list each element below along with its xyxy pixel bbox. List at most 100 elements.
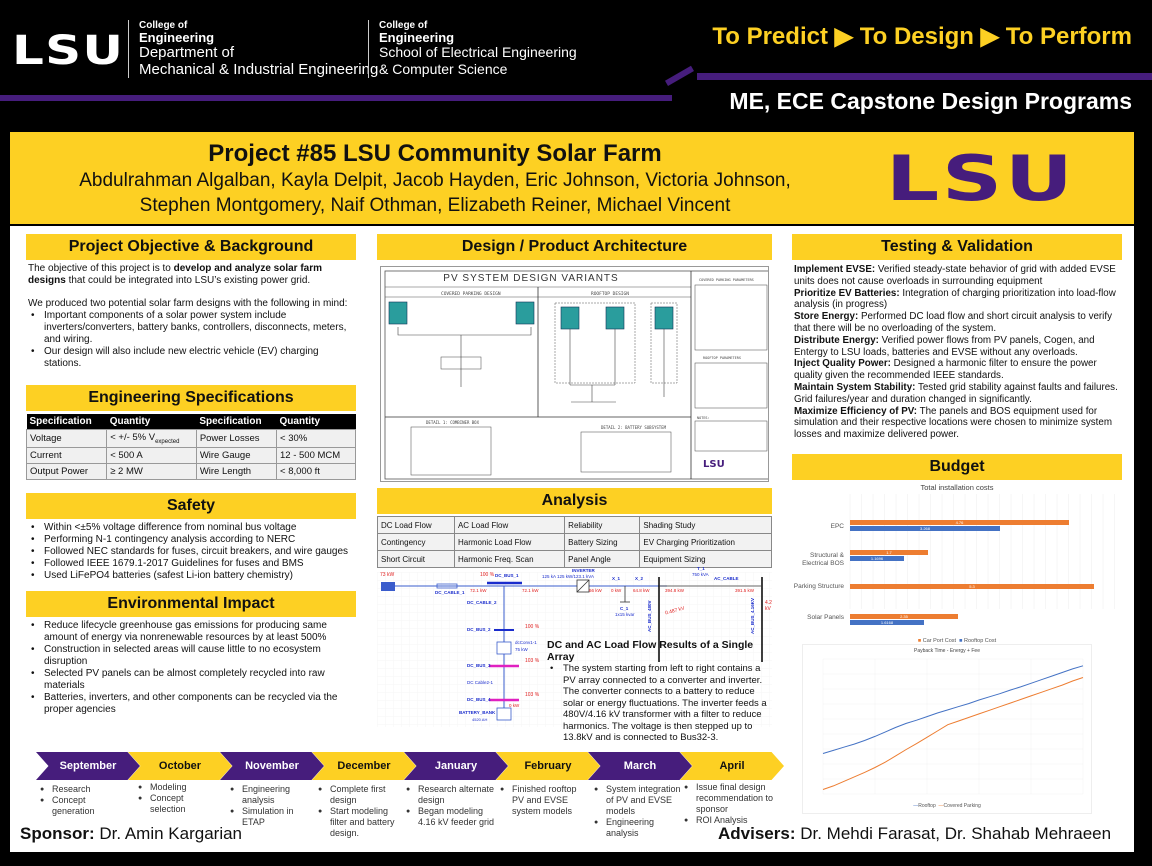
pv-kw-label: 73 kW [380,572,395,578]
load-flow-bullets: The system starting from left to right c… [547,663,772,744]
specs-table: Specification Quantity Specification Qua… [25,414,356,480]
ac-cable-label: AC_CABLE [714,576,739,581]
budget-heading: Budget [792,453,1122,480]
poster-header: LSU College of Engineering Department of… [0,0,1152,128]
safety-bullets: Within <±5% voltage difference from nomi… [26,519,356,585]
project-timeline: September October November December Janu… [36,752,784,782]
dcconv-kw: 75 kW [515,647,528,652]
note-item: Began modeling 4.16 kV feeder grid [406,806,496,828]
item-title: Distribute Energy: [794,334,879,346]
table-row: Current < 500 A Wire Gauge 12 - 500 MCM [25,446,356,464]
svg-text:ROOFTOP PARAMETERS: ROOFTOP PARAMETERS [703,356,741,360]
note-item: Complete first design [318,784,398,806]
table-row: Short Circuit Harmonic Freq. Scan Panel … [377,550,772,568]
programs-title: ME, ECE Capstone Design Programs [729,88,1132,114]
ac-bus-416-label: AC_BUS_4.16KV [750,597,755,634]
flow-label: 0 kW [611,588,622,593]
legend-label: Car Port Cost [922,637,957,644]
diagram-title: PV SYSTEM DESIGN VARIANTS [443,273,619,284]
environment-bullets: Reduce lifecycle greenhouse gas emission… [26,617,356,719]
timeline-step-february: February [496,752,600,780]
timeline-notes-december: Complete first design Start modeling fil… [318,784,398,839]
purple-divider [697,73,1152,80]
table-cell: Voltage [25,429,108,448]
item-text: Performed DC load flow and short circuit… [794,311,1112,334]
payback-chart: Payback Time - Energy + Fee —Rooftop —Co… [802,643,1092,814]
advisers-label: Advisers: [718,824,796,843]
chart-title: Payback Time - Energy + Fee [913,647,980,654]
table-cell: AC Load Flow [453,516,566,534]
note-item: Concept selection [138,793,218,815]
note-item: Engineering analysis [594,817,684,839]
dc-bus-4-label: DC_BUS_4 [467,697,491,702]
subscript: expected [155,438,180,445]
bullet-item: Performing N-1 contingency analysis acco… [28,534,354,546]
engineering-label: Engineering [379,30,455,45]
lsu-logo-purple: LSU [886,142,1076,215]
pv-schematic-drawing: COVERED PARKING DESIGN ROOFTOP DESIGN [384,270,768,480]
dcconv-label: dcConv1-1 [515,640,537,645]
table-cell: EV Charging Prioritization [639,533,772,551]
text: The objective of this project is to [28,263,174,274]
bar-rooftop-epc: 3.268 [850,525,1000,531]
legend-label: Rooftop [918,802,936,809]
flow-label: 394.8 kW [665,588,685,593]
bullet-item: Selected PV panels can be almost complet… [28,668,354,692]
bullet-item: Construction in selected areas will caus… [28,644,354,668]
note-item: ROI Analysis [684,815,774,826]
bar-carport-bos: 1.7 [850,549,928,555]
note-item: Start modeling filter and battery design… [318,806,398,839]
analysis-table: DC Load Flow AC Load Flow Reliability Sh… [377,516,772,568]
table-row: Voltage < +/- 5% Vexpected Power Losses … [25,429,356,448]
title-band: Project #85 LSU Community Solar Farm Abd… [10,132,1134,224]
budget-legend: ■ Car Port Cost ■ Rooftop Cost [917,637,997,644]
dept-line1: School of Electrical Engineering [379,44,577,60]
objective-bullets: Important components of a solar power sy… [26,310,356,373]
t1-label: T_1 [697,566,705,571]
engineering-label: Engineering [139,30,215,45]
load-flow-diagram: 73 kW DC_CABLE_1 100 % DC_BUS_1 72.1 kW … [377,566,772,743]
flow-label: 0 kW [509,703,520,708]
analysis-heading: Analysis [377,488,772,514]
category-label: EPC [830,522,844,530]
table-cell: Power Losses [195,429,278,448]
text-bold: develop and analyze solar farm designs [28,263,323,286]
timeline-step-april: April [680,752,784,780]
ac-bus-480-label: AC_BUS_480V [647,600,652,632]
legend-label: Rooftop Cost [964,637,997,644]
note-item: Concept generation [40,795,120,817]
timeline-step-march: March [588,752,692,780]
table-cell: Reliability [564,516,641,534]
category-label: Parking Structure [793,582,844,590]
timeline-step-september: September [36,752,140,780]
table-header-row: Specification Quantity Specification Qua… [26,414,356,430]
testing-list: Implement EVSE: Verified steady-state be… [792,260,1122,444]
bullet-item: Reduce lifecycle greenhouse gas emission… [28,620,354,644]
battery-spec: 4520 AH [472,717,488,722]
timeline-step-december: December [312,752,416,780]
sponsor-line: Sponsor: Dr. Amin Kargarian [20,824,242,844]
text: < +/- 5% V [110,432,156,443]
testing-heading: Testing & Validation [792,234,1122,260]
advisers-line: Advisers: Dr. Mehdi Farasat, Dr. Shahab … [718,824,1111,844]
testing-item: Implement EVSE: Verified steady-state be… [794,264,1120,288]
bar-rooftop-panels: 1.6168 [850,619,924,625]
safety-heading: Safety [26,492,356,519]
item-text: Verified power flows from PV panels, Cog… [794,334,1095,358]
item-text: Tested grid stability against faults and… [794,381,1118,405]
dept-mie: College of Engineering Department of Mec… [128,20,378,78]
table-cell: < 30% [276,429,356,448]
table-cell: Short Circuit [377,550,455,568]
lsu-logo-white: LSU [12,28,125,74]
dc-bus-3-pct: 103 % [525,658,540,664]
middle-column: Design / Product Architecture COVERED PA… [377,234,772,743]
note-item: System integration of PV and EVSE models [594,784,684,817]
timeline-step-november: November [220,752,324,780]
payback-plot [822,658,1084,795]
item-title: Maximize Efficiency of PV: [794,405,918,417]
table-cell: < +/- 5% Vexpected [106,429,197,448]
table-cell: Output Power [25,462,108,480]
svg-text:DETAIL 1: COMBINER BOX: DETAIL 1: COMBINER BOX [426,420,480,425]
column-header: Specification [26,414,107,430]
table-cell: Wire Gauge [195,446,278,464]
